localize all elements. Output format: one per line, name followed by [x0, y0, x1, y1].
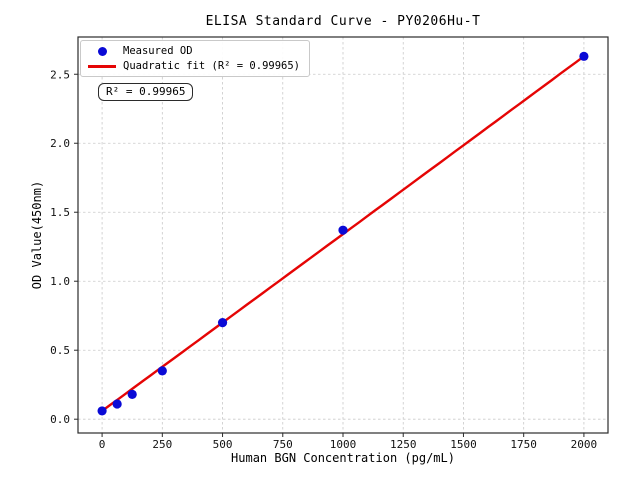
svg-text:0.0: 0.0 [50, 413, 70, 426]
legend-label: Quadratic fit (R² = 0.99965) [123, 60, 301, 72]
svg-text:500: 500 [213, 438, 233, 451]
svg-text:1750: 1750 [510, 438, 537, 451]
plot-title: ELISA Standard Curve - PY0206Hu-T [205, 14, 481, 29]
svg-text:250: 250 [152, 438, 172, 451]
x-axis-label: Human BGN Concentration (pg/mL) [231, 451, 455, 465]
fit-line-icon [88, 64, 116, 68]
legend-item-quadratic-fit: Quadratic fit (R² = 0.99965) [85, 60, 300, 72]
svg-text:1.0: 1.0 [50, 275, 70, 288]
r-squared-annotation: R² = 0.99965 [98, 83, 194, 101]
legend-item-measured-od: Measured OD [85, 45, 300, 57]
legend-label: Measured OD [123, 45, 193, 57]
y-axis-label: OD Value(450nm) [30, 180, 44, 290]
svg-text:1250: 1250 [390, 438, 417, 451]
svg-text:0: 0 [99, 438, 106, 451]
scatter-marker-icon [97, 46, 107, 56]
legend: Measured OD Quadratic fit (R² = 0.99965) [80, 40, 311, 77]
svg-text:2.0: 2.0 [50, 137, 70, 150]
svg-text:2000: 2000 [571, 438, 598, 451]
svg-text:0.5: 0.5 [50, 344, 70, 357]
svg-text:2.5: 2.5 [50, 68, 70, 81]
svg-text:1500: 1500 [450, 438, 477, 451]
svg-text:1000: 1000 [330, 438, 357, 451]
svg-text:1.5: 1.5 [50, 206, 70, 219]
svg-text:750: 750 [273, 438, 293, 451]
